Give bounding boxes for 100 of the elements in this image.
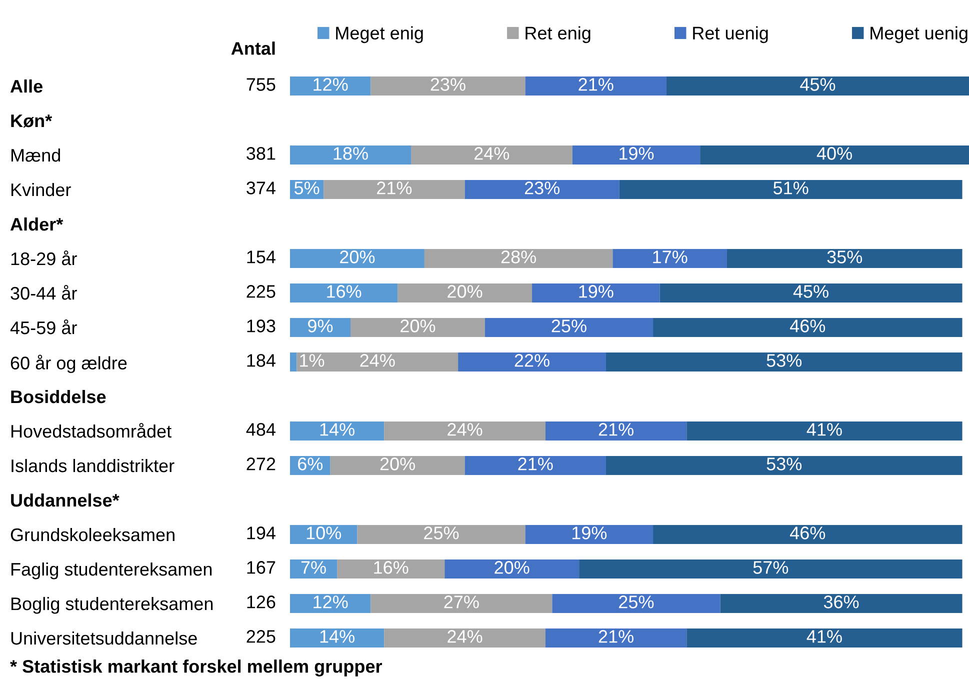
y-tick-label: Køn* xyxy=(11,114,52,128)
data-label: 19% xyxy=(620,147,654,160)
bar xyxy=(411,146,572,164)
y-tick-label: Alle xyxy=(10,79,42,93)
bar xyxy=(290,249,424,268)
data-label: 25% xyxy=(552,320,586,332)
data-label: 18% xyxy=(334,147,368,160)
data-label: 20% xyxy=(380,458,415,470)
bar xyxy=(290,560,338,578)
data-label: 46% xyxy=(790,526,826,540)
bar xyxy=(424,249,613,268)
data-label: 41% xyxy=(806,630,842,643)
bar xyxy=(660,284,962,302)
data-label: 40% xyxy=(816,147,852,160)
bar xyxy=(290,76,371,96)
data-label: 24% xyxy=(448,423,482,436)
bar xyxy=(337,560,445,578)
data-label: 10% xyxy=(306,526,342,540)
y2-tick-label: 126 xyxy=(247,596,276,608)
data-label: 16% xyxy=(374,561,408,574)
bar xyxy=(686,628,962,648)
y-tick-label: Faglig studentereksamen xyxy=(11,562,212,580)
bar xyxy=(484,318,654,337)
bar xyxy=(324,180,465,199)
legend-label: Meget enig xyxy=(336,26,423,44)
bar xyxy=(384,628,546,648)
legend-label: Ret enig xyxy=(526,26,590,44)
bar xyxy=(619,180,962,199)
bar xyxy=(545,422,687,440)
bar xyxy=(552,594,720,613)
data-label: 9% xyxy=(308,320,333,332)
bar xyxy=(290,628,384,648)
data-label: 57% xyxy=(753,561,788,574)
y-tick-label: Boglig studentereksamen xyxy=(11,596,213,614)
data-label: 25% xyxy=(619,596,654,608)
y-tick-label: Alder* xyxy=(10,217,64,231)
data-label: 12% xyxy=(314,78,348,91)
data-label: 51% xyxy=(774,182,808,194)
y-tick-label: Kvinder xyxy=(11,182,71,196)
bar xyxy=(398,284,532,302)
bar xyxy=(612,249,727,268)
y-tick-label: Mænd xyxy=(11,148,60,162)
data-label: 36% xyxy=(824,596,859,608)
bar xyxy=(290,594,371,613)
data-label: 16% xyxy=(327,285,362,298)
text: * Statistisk markant forskel mellem grupper xyxy=(10,660,382,676)
bar xyxy=(370,594,552,613)
y-tick-label: 30-44 år xyxy=(10,284,77,300)
y2-tick-label: 154 xyxy=(247,250,276,264)
data-label: 24% xyxy=(448,630,482,643)
data-label: 23% xyxy=(430,78,466,91)
data-label: 20% xyxy=(340,250,375,264)
data-label: 12% xyxy=(314,596,348,608)
data-label: 25% xyxy=(424,526,459,540)
data-label: 14% xyxy=(320,423,354,436)
bar xyxy=(350,318,485,337)
bar xyxy=(290,146,412,164)
bar xyxy=(384,422,546,440)
data-label: 27% xyxy=(444,596,479,608)
bar xyxy=(525,76,666,96)
legend-label: Ret uenig xyxy=(693,26,768,44)
data-label: 45% xyxy=(800,78,836,91)
data-label: 19% xyxy=(572,526,607,540)
data-label: 1% xyxy=(300,354,324,367)
bar xyxy=(290,352,297,372)
data-label: 23% xyxy=(524,182,560,194)
bar xyxy=(686,422,962,440)
bar xyxy=(330,456,465,475)
y-tick-label: Hovedstadsområdet xyxy=(11,422,172,438)
y2-tick-label: 194 xyxy=(247,526,276,540)
bar xyxy=(653,318,962,337)
y2-tick-label: 167 xyxy=(247,561,276,574)
bar xyxy=(726,249,962,268)
y-tick-label: 60 år og ældre xyxy=(10,354,127,374)
data-label: 20% xyxy=(400,320,436,332)
bar xyxy=(720,594,962,613)
y-tick-label: Uddannelse* xyxy=(11,493,120,507)
data-label: 28% xyxy=(501,250,536,264)
data-label: 5% xyxy=(294,182,320,194)
bar xyxy=(572,146,700,164)
y2-tick-label: 381 xyxy=(246,147,276,160)
bar xyxy=(606,352,962,372)
bar xyxy=(653,525,962,544)
data-label: 24% xyxy=(474,147,510,160)
bar xyxy=(532,284,660,302)
bar xyxy=(700,146,969,164)
bar xyxy=(444,560,580,578)
y2-tick-label: 374 xyxy=(246,182,276,194)
data-label: 20% xyxy=(448,285,482,298)
y2-tick-label: 484 xyxy=(246,423,276,436)
data-label: 19% xyxy=(579,285,614,298)
bar xyxy=(296,352,458,372)
bar xyxy=(464,456,606,475)
data-label: 21% xyxy=(578,78,614,91)
data-label: 53% xyxy=(766,354,802,367)
data-label: 14% xyxy=(320,630,354,643)
data-label: 21% xyxy=(377,182,412,194)
y2-tick-label: 272 xyxy=(246,458,276,470)
bar xyxy=(290,422,384,440)
bar xyxy=(370,76,526,96)
